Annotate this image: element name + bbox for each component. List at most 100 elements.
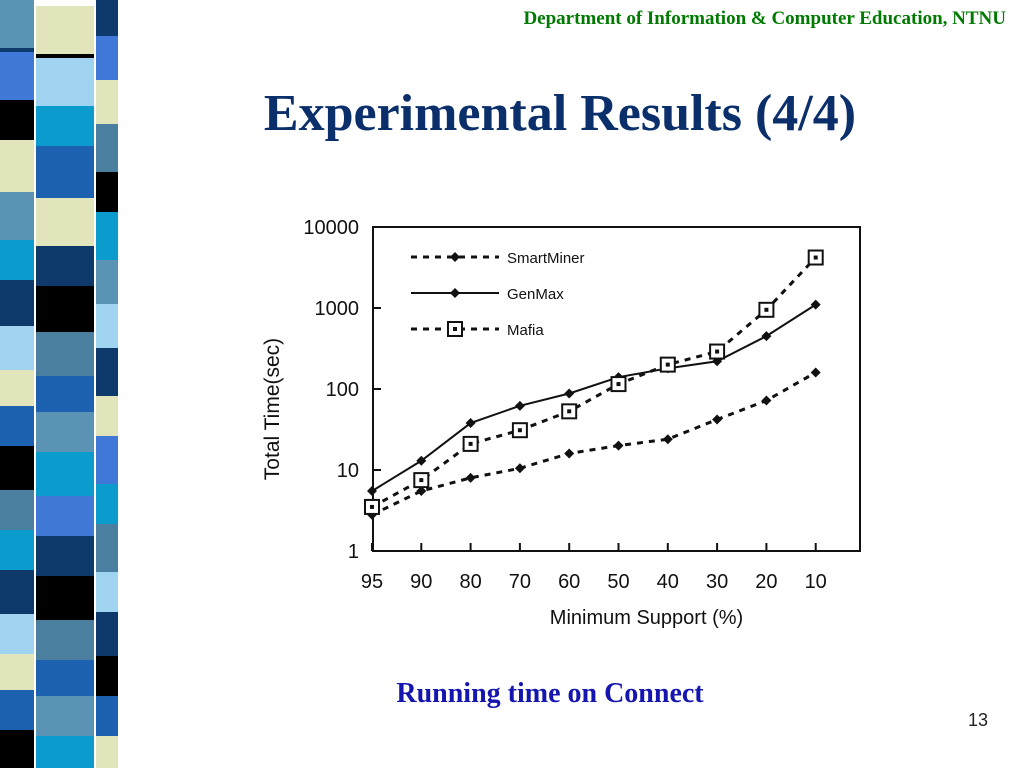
deco-band — [36, 452, 94, 496]
deco-band — [0, 52, 34, 100]
x-tick-label: 30 — [706, 571, 728, 593]
data-point-genmax — [416, 455, 427, 466]
data-point-mafia — [758, 301, 775, 318]
deco-band — [36, 696, 94, 736]
data-point-smartminer — [564, 448, 575, 459]
chart-caption: Running time on Connect — [396, 678, 704, 709]
data-point-genmax — [761, 331, 772, 342]
data-point-mafia — [561, 403, 578, 420]
deco-band — [36, 620, 94, 660]
x-tick-label: 20 — [755, 571, 777, 593]
deco-band — [96, 124, 118, 172]
deco-band — [0, 192, 34, 240]
deco-band — [0, 530, 34, 570]
deco-band — [0, 370, 34, 406]
deco-band — [0, 690, 34, 730]
data-point-genmax — [367, 486, 377, 497]
deco-band — [96, 524, 118, 572]
legend-marker-mafia-dot — [453, 327, 457, 331]
deco-band — [96, 36, 118, 80]
deco-band — [0, 0, 34, 48]
chart: 1 10 100 1000 10000 95 90 80 70 60 50 40 30 20 10 Minim… — [245, 205, 885, 645]
data-point-smartminer — [810, 367, 821, 378]
data-point-genmax — [465, 418, 476, 429]
y-tick-label: 1000 — [315, 298, 360, 320]
data-point-mafia-dot — [665, 362, 670, 367]
data-point-genmax — [810, 299, 821, 310]
deco-band — [96, 696, 118, 736]
series-line-smartminer — [371, 371, 817, 517]
data-point-mafia-dot — [468, 441, 473, 446]
y-axis-label: Total Time(sec) — [261, 338, 284, 480]
deco-band — [36, 332, 94, 376]
data-point-mafia-dot — [370, 504, 374, 509]
deco-band — [36, 106, 94, 146]
data-point-mafia — [807, 249, 824, 266]
deco-band — [96, 572, 118, 612]
data-point-smartminer — [662, 434, 673, 445]
deco-band — [36, 198, 94, 246]
data-point-mafia — [511, 422, 528, 439]
x-tick-label: 60 — [558, 571, 580, 593]
legend-label-genmax: GenMax — [507, 286, 564, 303]
legend-marker-mafia — [447, 321, 463, 337]
x-tick-label: 90 — [410, 571, 432, 593]
data-point-mafia — [659, 356, 676, 373]
deco-band — [0, 280, 34, 326]
data-point-genmax — [564, 388, 575, 399]
legend-label-smartminer: SmartMiner — [507, 250, 585, 267]
deco-band — [96, 484, 118, 524]
series-line-mafia — [371, 256, 817, 509]
x-axis-label: Minimum Support (%) — [550, 607, 743, 629]
deco-band — [0, 730, 34, 768]
deco-band — [96, 736, 118, 768]
deco-band — [0, 654, 34, 690]
legend-label-mafia: Mafia — [507, 322, 544, 339]
x-tick-label: 40 — [657, 571, 679, 593]
deco-band — [36, 736, 94, 768]
data-point-mafia-dot — [764, 307, 769, 312]
deco-band — [96, 0, 118, 36]
deco-band — [36, 58, 94, 106]
deco-band — [36, 576, 94, 620]
deco-band — [0, 140, 34, 192]
deco-band — [0, 614, 34, 654]
legend-marker-genmax — [450, 288, 460, 298]
slide-title: Experimental Results (4/4) — [263, 85, 857, 142]
data-point-smartminer — [514, 463, 525, 474]
data-point-smartminer — [613, 440, 624, 451]
deco-band — [96, 396, 118, 436]
deco-band — [36, 496, 94, 536]
deco-band — [0, 240, 34, 280]
deco-band — [36, 536, 94, 576]
deco-band — [36, 246, 94, 286]
data-point-mafia-dot — [813, 255, 818, 260]
y-tick-label: 1 — [348, 541, 359, 563]
data-point-smartminer — [761, 395, 772, 406]
deco-band — [96, 656, 118, 696]
data-point-mafia — [364, 498, 380, 515]
x-tick-label: 95 — [361, 571, 383, 593]
deco-band — [96, 304, 118, 348]
x-tick-label: 10 — [805, 571, 827, 593]
deco-band — [36, 376, 94, 412]
decorative-strip — [0, 0, 118, 768]
deco-band — [0, 406, 34, 446]
data-point-mafia-dot — [616, 382, 621, 387]
data-point-mafia-dot — [419, 478, 424, 483]
deco-band — [36, 412, 94, 452]
legend-marker-smartminer — [450, 252, 460, 262]
deco-band — [36, 660, 94, 696]
deco-band — [96, 436, 118, 484]
department-header: Department of Information & Computer Edu… — [523, 8, 1006, 29]
y-tick-label: 10 — [337, 460, 359, 482]
deco-band — [36, 6, 94, 54]
running-time-chart: 1 10 100 1000 10000 95 90 80 70 60 50 40 30 20 10 Minim… — [261, 217, 861, 629]
data-point-mafia-dot — [715, 349, 720, 354]
deco-band — [96, 212, 118, 260]
deco-band — [0, 570, 34, 614]
deco-band — [0, 326, 34, 370]
deco-band — [0, 446, 34, 490]
deco-band — [96, 260, 118, 304]
x-tick-label: 70 — [509, 571, 531, 593]
